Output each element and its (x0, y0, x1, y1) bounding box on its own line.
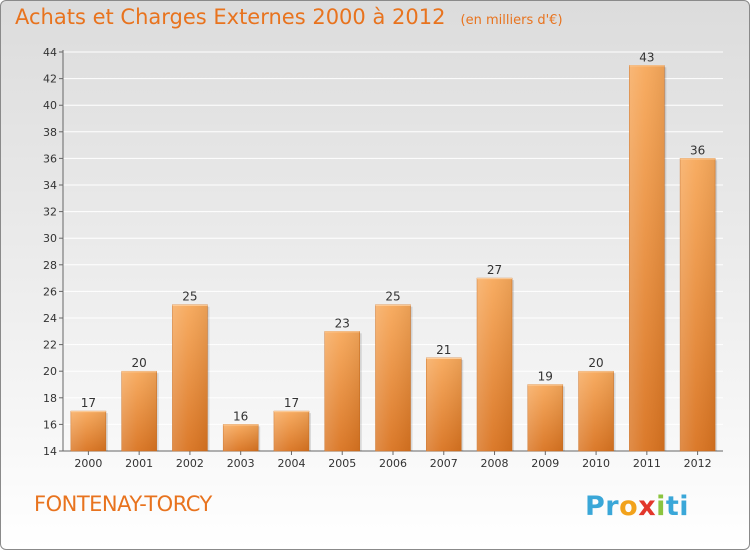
bar-value-label: 19 (538, 370, 553, 384)
commune-name: FONTENAY-TORCY (34, 492, 212, 516)
x-tick-label: 2002 (176, 457, 204, 470)
x-tick-label: 2007 (430, 457, 458, 470)
y-tick-label: 44 (43, 46, 57, 59)
logo-letter: t (665, 491, 680, 522)
bar-highlight (70, 411, 106, 451)
bar-value-label: 21 (436, 343, 451, 357)
bar-highlight (426, 357, 462, 451)
bar-highlight (527, 384, 563, 451)
bar-value-label: 17 (284, 396, 299, 410)
y-tick-label: 42 (43, 73, 57, 86)
x-tick-label: 2008 (481, 457, 509, 470)
bar-value-label: 16 (233, 409, 248, 423)
y-tick-label: 14 (43, 445, 57, 458)
logo-letter: P (585, 491, 606, 522)
bar-value-label: 36 (690, 143, 705, 157)
chart-subtitle: (en milliers d'€) (460, 13, 563, 28)
y-tick-label: 30 (43, 232, 57, 245)
bar-value-label: 25 (385, 290, 400, 304)
bar-value-label: 20 (132, 356, 147, 370)
x-tick-label: 2005 (328, 457, 356, 470)
x-tick-label: 2009 (531, 457, 559, 470)
bar-highlight (172, 304, 208, 451)
x-tick-label: 2004 (277, 457, 305, 470)
bar-value-label: 43 (639, 50, 654, 64)
bar-value-label: 25 (182, 290, 197, 304)
bar-highlight (629, 65, 665, 452)
y-tick-label: 24 (43, 312, 57, 325)
x-tick-label: 2006 (379, 457, 407, 470)
x-tick-label: 2003 (227, 457, 255, 470)
bar-highlight (324, 331, 360, 451)
bar-highlight (477, 278, 513, 451)
logo-letter: o (619, 491, 639, 522)
data-labels: 17 20 25 16 17 23 25 21 27 19 20 43 36 (81, 50, 706, 423)
y-tick-label: 32 (43, 206, 57, 219)
proxiti-logo: Proxiti (585, 491, 689, 522)
bar-highlight (273, 411, 309, 451)
x-tick-label: 2011 (633, 457, 661, 470)
logo-letter: i (656, 491, 666, 522)
x-tick-label: 2001 (125, 457, 153, 470)
bar-value-label: 17 (81, 396, 96, 410)
y-tick-label: 38 (43, 126, 57, 139)
y-tick-label: 16 (43, 418, 57, 431)
y-tick-label: 40 (43, 99, 57, 112)
y-tick-label: 26 (43, 285, 57, 298)
bar-highlight (375, 304, 411, 451)
y-tick-label: 36 (43, 152, 57, 165)
y-tick-label: 34 (43, 179, 57, 192)
y-tick-label: 20 (43, 365, 57, 378)
y-tick-label: 18 (43, 392, 57, 405)
y-tick-label: 22 (43, 339, 57, 352)
bar-highlight (680, 158, 716, 451)
y-tick-label: 28 (43, 259, 57, 272)
logo-letter: r (605, 491, 620, 522)
x-tick-label: 2012 (684, 457, 712, 470)
bar-highlight (578, 371, 614, 451)
x-tick-label: 2000 (74, 457, 102, 470)
logo-letter: x (638, 491, 657, 522)
bar-value-label: 23 (335, 316, 350, 330)
title-block: Achats et Charges Externes 2000 à 2012 (… (15, 5, 563, 29)
logo-letter: i (679, 491, 690, 522)
chart-title: Achats et Charges Externes 2000 à 2012 (15, 5, 446, 29)
bar-highlight (121, 371, 157, 451)
bar-value-label: 20 (588, 356, 603, 370)
bar-highlight (223, 424, 259, 451)
bars (70, 65, 718, 452)
bar-value-label: 27 (487, 263, 502, 277)
x-tick-label: 2010 (582, 457, 610, 470)
